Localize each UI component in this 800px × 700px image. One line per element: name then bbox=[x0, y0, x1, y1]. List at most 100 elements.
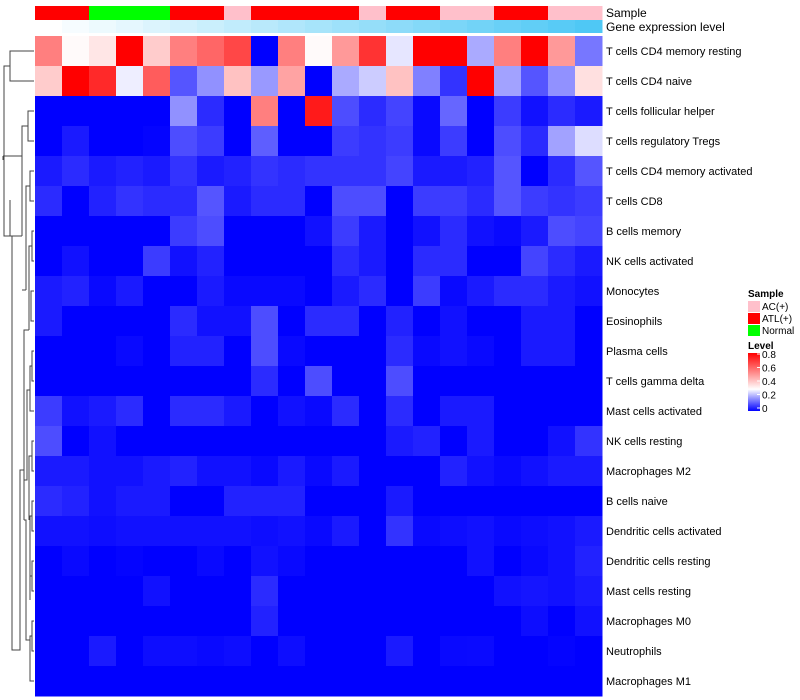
sample-annotation-cell bbox=[62, 6, 90, 20]
heatmap-cell bbox=[62, 156, 90, 187]
gene-expression-annotation-bar bbox=[35, 20, 603, 33]
gene-expression-annotation-cell bbox=[143, 20, 171, 33]
heatmap-cell bbox=[440, 186, 468, 217]
heatmap-cell bbox=[305, 486, 333, 517]
heatmap-cell bbox=[575, 126, 603, 157]
heatmap-cell bbox=[413, 606, 441, 637]
heatmap-cell bbox=[467, 216, 495, 247]
sample-annotation-cell bbox=[575, 6, 603, 20]
heatmap-cell bbox=[332, 546, 360, 577]
gene-expression-annotation-cell bbox=[359, 20, 387, 33]
row-label: Monocytes bbox=[606, 286, 660, 298]
legend-swatch bbox=[748, 301, 760, 312]
heatmap-cell bbox=[278, 336, 306, 367]
heatmap-cell bbox=[521, 36, 549, 67]
heatmap-cell bbox=[305, 546, 333, 577]
heatmap-cell bbox=[197, 336, 225, 367]
heatmap-cell bbox=[467, 396, 495, 427]
heatmap-cell bbox=[251, 546, 279, 577]
heatmap-cell bbox=[332, 666, 360, 697]
heatmap-cell bbox=[359, 396, 387, 427]
heatmap-cell bbox=[575, 546, 603, 577]
heatmap-cell bbox=[575, 396, 603, 427]
gene-expression-annotation-cell bbox=[575, 20, 603, 33]
gene-expression-annotation-cell bbox=[305, 20, 333, 33]
heatmap-cell bbox=[413, 336, 441, 367]
heatmap-cell bbox=[35, 126, 63, 157]
row-label: T cells regulatory Tregs bbox=[606, 136, 721, 148]
heatmap-cell bbox=[116, 216, 144, 247]
row-label: Dendritic cells resting bbox=[606, 556, 711, 568]
heatmap-cell bbox=[521, 306, 549, 337]
sample-annotation-cell bbox=[251, 6, 279, 20]
heatmap-cell bbox=[305, 666, 333, 697]
heatmap-cell bbox=[440, 126, 468, 157]
heatmap-cell bbox=[116, 186, 144, 217]
heatmap-cell bbox=[251, 36, 279, 67]
heatmap-cell bbox=[413, 426, 441, 457]
heatmap-cell bbox=[116, 546, 144, 577]
heatmap-cell bbox=[35, 576, 63, 607]
heatmap-cell bbox=[332, 66, 360, 97]
gene-expression-annotation-cell bbox=[89, 20, 117, 33]
heatmap-cell bbox=[305, 516, 333, 547]
heatmap-cell bbox=[548, 426, 576, 457]
heatmap-cell bbox=[467, 636, 495, 667]
heatmap-cell bbox=[548, 486, 576, 517]
heatmap-cell bbox=[197, 96, 225, 127]
heatmap-cell bbox=[440, 96, 468, 127]
row-label: T cells CD4 memory activated bbox=[606, 166, 753, 178]
heatmap-cell bbox=[89, 216, 117, 247]
heatmap-cell bbox=[413, 366, 441, 397]
heatmap-cell bbox=[224, 336, 252, 367]
sample-annotation-cell bbox=[116, 6, 144, 20]
heatmap-cell bbox=[575, 366, 603, 397]
heatmap-cell bbox=[35, 36, 63, 67]
heatmap-cell bbox=[89, 126, 117, 157]
heatmap-cell bbox=[332, 336, 360, 367]
heatmap-cell bbox=[359, 276, 387, 307]
heatmap-cell bbox=[170, 126, 198, 157]
heatmap-cell bbox=[143, 426, 171, 457]
heatmap-cell bbox=[413, 36, 441, 67]
heatmap-cell bbox=[116, 36, 144, 67]
heatmap-cell bbox=[278, 156, 306, 187]
heatmap-cell bbox=[278, 126, 306, 157]
heatmap-cell bbox=[494, 96, 522, 127]
row-label: B cells naive bbox=[606, 496, 668, 508]
heatmap-cell bbox=[197, 246, 225, 277]
heatmap-cell bbox=[521, 606, 549, 637]
heatmap-cell bbox=[197, 606, 225, 637]
heatmap-cell bbox=[278, 36, 306, 67]
gene-expression-annotation-cell bbox=[467, 20, 495, 33]
heatmap-cell bbox=[359, 456, 387, 487]
heatmap-cell bbox=[548, 546, 576, 577]
gene-expression-annotation-cell bbox=[278, 20, 306, 33]
heatmap-cell bbox=[35, 546, 63, 577]
row-label: Eosinophils bbox=[606, 316, 663, 328]
sample-annotation-cell bbox=[35, 6, 63, 20]
heatmap-cell bbox=[548, 516, 576, 547]
sample-annotation-cell bbox=[386, 6, 414, 20]
heatmap-cell bbox=[224, 426, 252, 457]
heatmap-cell bbox=[332, 516, 360, 547]
heatmap-cell bbox=[197, 516, 225, 547]
heatmap-cell bbox=[278, 546, 306, 577]
heatmap-cell bbox=[575, 666, 603, 697]
heatmap-cell bbox=[224, 456, 252, 487]
heatmap-cell bbox=[116, 666, 144, 697]
sample-annotation-cell bbox=[440, 6, 468, 20]
heatmap-cell bbox=[494, 516, 522, 547]
heatmap-cell bbox=[143, 126, 171, 157]
heatmap-cell bbox=[35, 636, 63, 667]
heatmap-cell bbox=[89, 606, 117, 637]
heatmap-cells bbox=[35, 36, 603, 697]
heatmap-cell bbox=[170, 246, 198, 277]
heatmap-cell bbox=[467, 456, 495, 487]
heatmap-cell bbox=[143, 156, 171, 187]
heatmap-cell bbox=[494, 336, 522, 367]
heatmap-cell bbox=[224, 156, 252, 187]
heatmap-cell bbox=[305, 396, 333, 427]
heatmap-cell bbox=[386, 66, 414, 97]
heatmap-cell bbox=[197, 546, 225, 577]
